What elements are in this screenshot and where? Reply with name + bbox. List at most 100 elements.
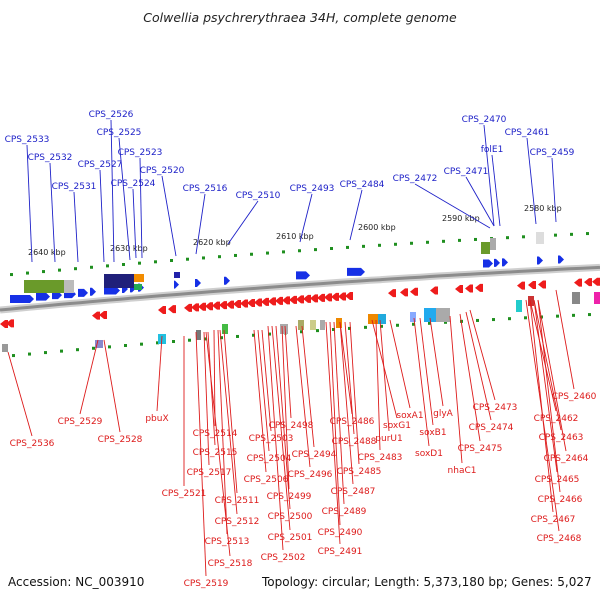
rev-gene-label[interactable]: CPS_2473 [473, 403, 518, 413]
fwd-gene-label[interactable]: CPS_2523 [118, 148, 163, 158]
rev-gene-label[interactable]: glyA [433, 409, 454, 419]
fwd-gene-label[interactable]: CPS_2461 [505, 128, 550, 138]
scale-tick-mark [570, 232, 573, 236]
rev-gene-label[interactable]: CPS_2517 [187, 468, 232, 478]
rev-gene-label[interactable]: soxD1 [415, 449, 443, 459]
rev-gene-label[interactable]: CPS_2464 [544, 454, 589, 464]
rev-gene-label[interactable]: CPS_2494 [292, 450, 337, 460]
rev-gene-label[interactable]: CPS_2529 [58, 417, 103, 427]
rev-gene-label[interactable]: CPS_2498 [269, 421, 314, 431]
rev-gene-label[interactable]: CPS_2511 [215, 496, 260, 506]
fwd-gene-label[interactable]: CPS_2527 [78, 160, 123, 170]
reverse-gene-arrow [345, 291, 353, 300]
reverse-gene-arrow [282, 296, 290, 305]
rev-gene-label[interactable]: CPS_2528 [98, 435, 143, 445]
rev-gene-label[interactable]: soxA1 [396, 411, 423, 421]
fwd-gene-label[interactable]: CPS_2472 [393, 174, 438, 184]
label-leader-line [533, 299, 562, 431]
reverse-gene-arrow [430, 286, 438, 295]
rev-gene-label[interactable]: CPS_2489 [322, 507, 367, 517]
scale-tick-mark [426, 240, 429, 244]
rev-gene-label[interactable]: purU1 [375, 434, 402, 444]
label-leader-line [195, 193, 206, 255]
fwd-gene-label[interactable]: CPS_2470 [462, 115, 507, 125]
fwd-gene-label[interactable]: CPS_2533 [5, 135, 50, 145]
rev-gene-label[interactable]: CPS_2502 [261, 553, 306, 563]
rev-gene-label[interactable]: CPS_2504 [247, 454, 292, 464]
rev-gene-label[interactable]: CPS_2514 [193, 429, 238, 439]
rev-gene-label[interactable]: CPS_2487 [331, 487, 376, 497]
forward-feature-box [536, 232, 544, 244]
fwd-gene-label[interactable]: CPS_2510 [236, 191, 281, 201]
forward-feature-box [134, 284, 142, 290]
rev-gene-label[interactable]: CPS_2463 [539, 433, 584, 443]
scale-tick-mark [124, 344, 127, 348]
rev-gene-label[interactable]: nhaC1 [448, 466, 477, 476]
topology-label: Topology: circular; Length: 5,373,180 bp… [262, 575, 592, 589]
rev-gene-label[interactable]: CPS_2462 [534, 414, 579, 424]
rev-gene-label[interactable]: soxG1 [383, 421, 411, 431]
fwd-gene-label[interactable]: folE1 [481, 145, 504, 155]
rev-gene-label[interactable]: CPS_2512 [215, 517, 260, 527]
label-leader-line [339, 321, 353, 415]
scale-tick-mark [156, 341, 159, 345]
rev-gene-label[interactable]: CPS_2488 [332, 437, 377, 447]
reverse-gene-arrow [324, 293, 332, 302]
forward-gene-arrow [195, 278, 201, 287]
reverse-gene-arrow [275, 296, 283, 305]
rev-gene-label[interactable]: CPS_2500 [268, 512, 313, 522]
label-leader-line [217, 329, 228, 535]
rev-gene-label[interactable]: CPS_2485 [337, 467, 382, 477]
rev-gene-label[interactable]: CPS_2506 [244, 475, 289, 485]
rev-gene-label[interactable]: CPS_2503 [249, 434, 294, 444]
rev-gene-label[interactable]: pbuX [145, 414, 168, 424]
fwd-gene-label[interactable]: CPS_2471 [444, 167, 489, 177]
fwd-gene-label[interactable]: CPS_2493 [290, 184, 335, 194]
rev-gene-label[interactable]: CPS_2466 [538, 495, 583, 505]
fwd-gene-label[interactable]: CPS_2459 [530, 148, 575, 158]
rev-gene-label[interactable]: CPS_2467 [531, 515, 576, 525]
fwd-gene-label[interactable]: CPS_2531 [52, 182, 97, 192]
scale-tick-label: 2610 kbp [276, 232, 314, 241]
rev-gene-label[interactable]: CPS_2513 [205, 537, 250, 547]
rev-gene-label[interactable]: CPS_2536 [10, 439, 55, 449]
rev-gene-label[interactable]: CPS_2490 [318, 528, 363, 538]
label-leader-line [301, 325, 315, 448]
fwd-gene-label[interactable]: CPS_2524 [111, 179, 156, 189]
rev-gene-label[interactable]: CPS_2491 [318, 547, 363, 557]
rev-gene-label[interactable]: CPS_2474 [469, 423, 514, 433]
scale-tick-label: 2640 kbp [28, 248, 66, 257]
rev-gene-label[interactable]: CPS_2486 [330, 417, 375, 427]
fwd-gene-label[interactable]: CPS_2516 [183, 184, 228, 194]
reverse-feature-box [280, 324, 288, 334]
reverse-gene-arrow [240, 299, 248, 308]
rev-gene-label[interactable]: CPS_2496 [288, 470, 333, 480]
rev-gene-label[interactable]: CPS_2515 [193, 448, 238, 458]
fwd-gene-label[interactable]: CPS_2520 [140, 166, 185, 176]
rev-gene-label[interactable]: soxB1 [419, 428, 446, 438]
reverse-gene-arrow [289, 295, 297, 304]
scale-tick-mark [588, 313, 591, 317]
label-leader-line [275, 325, 291, 510]
fwd-gene-label[interactable]: CPS_2532 [28, 153, 73, 163]
rev-gene-label[interactable]: CPS_2465 [535, 475, 580, 485]
rev-gene-label[interactable]: CPS_2475 [458, 444, 503, 454]
accession-label: Accession: NC_003910 [8, 575, 145, 589]
scale-tick-mark [474, 237, 477, 241]
rev-gene-label[interactable]: CPS_2468 [537, 534, 582, 544]
rev-gene-label[interactable]: CPS_2460 [552, 392, 597, 402]
rev-gene-label[interactable]: CPS_2483 [358, 453, 403, 463]
label-leader-line [429, 317, 444, 407]
fwd-gene-label[interactable]: CPS_2526 [89, 110, 134, 120]
fwd-gene-label[interactable]: CPS_2484 [340, 180, 385, 190]
forward-feature-box [490, 238, 496, 250]
forward-gene-arrow [224, 276, 230, 285]
scale-tick-mark [586, 232, 589, 236]
rev-gene-label[interactable]: CPS_2519 [184, 579, 229, 589]
label-leader-line [207, 331, 216, 446]
rev-gene-label[interactable]: CPS_2521 [162, 489, 207, 499]
scale-tick-mark [554, 233, 557, 237]
fwd-gene-label[interactable]: CPS_2525 [97, 128, 142, 138]
rev-gene-label[interactable]: CPS_2501 [268, 533, 313, 543]
rev-gene-label[interactable]: CPS_2518 [208, 559, 253, 569]
